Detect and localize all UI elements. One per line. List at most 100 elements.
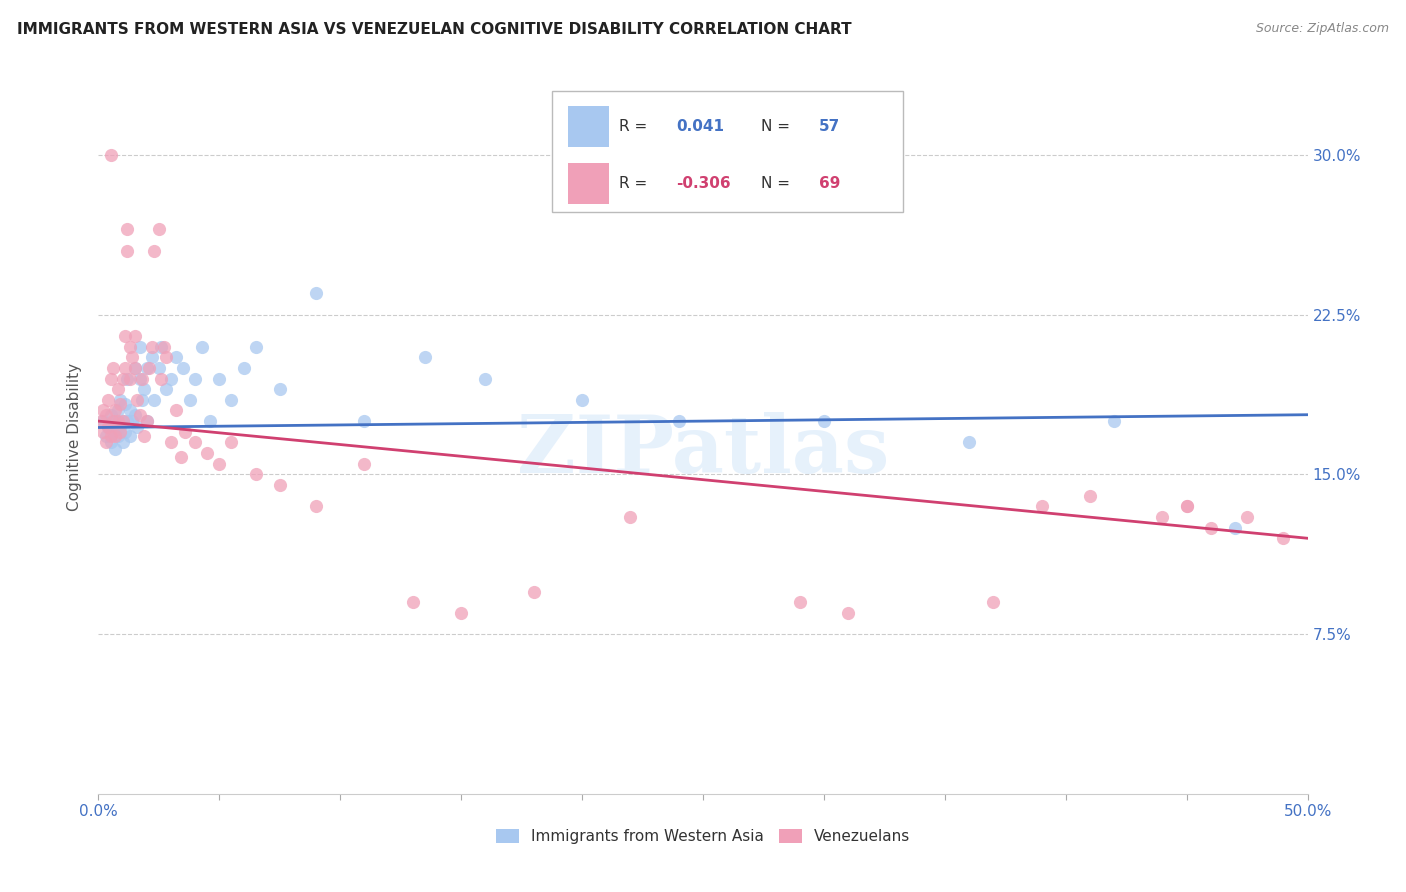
Point xyxy=(94,435,117,450)
Text: R =: R = xyxy=(619,176,647,191)
Text: N =: N = xyxy=(761,176,790,191)
Point xyxy=(124,360,146,375)
Point xyxy=(107,414,129,428)
Text: ZIPatlas: ZIPatlas xyxy=(517,412,889,491)
Legend: Immigrants from Western Asia, Venezuelans: Immigrants from Western Asia, Venezuelan… xyxy=(489,823,917,850)
Point xyxy=(198,414,221,428)
Point xyxy=(91,403,114,417)
Point xyxy=(118,371,141,385)
Point xyxy=(981,595,1004,609)
Point xyxy=(100,408,122,422)
Point xyxy=(813,414,835,428)
Point xyxy=(195,446,218,460)
Point xyxy=(1152,510,1174,524)
Point xyxy=(160,435,183,450)
Point xyxy=(118,429,141,443)
Point xyxy=(135,360,157,375)
Point xyxy=(114,425,136,439)
Point xyxy=(108,397,131,411)
Point xyxy=(474,371,496,385)
Point xyxy=(111,414,134,428)
Point xyxy=(232,360,254,375)
Point xyxy=(124,329,146,343)
FancyBboxPatch shape xyxy=(551,91,903,212)
Point xyxy=(353,414,375,428)
Point xyxy=(90,414,112,428)
Text: -0.306: -0.306 xyxy=(676,176,731,191)
Point xyxy=(94,429,117,443)
Y-axis label: Cognitive Disability: Cognitive Disability xyxy=(67,363,83,511)
Point xyxy=(1236,510,1258,524)
Point xyxy=(128,371,150,385)
Point xyxy=(91,414,114,428)
Point xyxy=(141,340,163,354)
Point xyxy=(118,340,141,354)
Point xyxy=(245,340,267,354)
Point xyxy=(101,425,124,439)
Point xyxy=(208,371,231,385)
Point xyxy=(114,329,136,343)
Bar xyxy=(568,106,609,147)
Point xyxy=(1031,500,1053,514)
Point xyxy=(117,222,139,236)
Point xyxy=(135,414,157,428)
Point xyxy=(117,244,139,258)
Point xyxy=(155,382,177,396)
Bar xyxy=(568,163,609,204)
Point xyxy=(668,414,690,428)
Point xyxy=(148,360,170,375)
Point xyxy=(155,350,177,364)
Point xyxy=(1078,489,1101,503)
Point xyxy=(124,408,146,422)
Text: N =: N = xyxy=(761,119,790,134)
Point xyxy=(131,392,153,407)
Point xyxy=(184,435,207,450)
Point xyxy=(957,435,980,450)
Point xyxy=(108,425,131,439)
Point xyxy=(150,371,173,385)
Point xyxy=(152,340,174,354)
Point xyxy=(134,429,156,443)
Point xyxy=(141,350,163,364)
Point xyxy=(1175,500,1198,514)
Point xyxy=(269,478,291,492)
Point xyxy=(523,584,546,599)
Point xyxy=(305,500,328,514)
Point xyxy=(117,371,139,385)
Point xyxy=(179,392,201,407)
Point xyxy=(107,382,129,396)
Point xyxy=(107,429,129,443)
Point xyxy=(97,420,120,434)
Point xyxy=(450,606,472,620)
Point xyxy=(111,435,134,450)
Point xyxy=(1272,531,1295,545)
Point xyxy=(353,457,375,471)
Point xyxy=(100,429,122,443)
Point xyxy=(114,360,136,375)
Point xyxy=(127,420,149,434)
Point xyxy=(208,457,231,471)
Point xyxy=(111,414,134,428)
Point xyxy=(124,360,146,375)
Text: 57: 57 xyxy=(818,119,839,134)
Text: IMMIGRANTS FROM WESTERN ASIA VS VENEZUELAN COGNITIVE DISABILITY CORRELATION CHAR: IMMIGRANTS FROM WESTERN ASIA VS VENEZUEL… xyxy=(17,22,852,37)
Point xyxy=(191,340,214,354)
Point xyxy=(108,392,131,407)
Text: R =: R = xyxy=(619,119,647,134)
Point xyxy=(160,371,183,385)
Point xyxy=(100,371,122,385)
Point xyxy=(135,414,157,428)
Point xyxy=(101,360,124,375)
Point xyxy=(117,414,139,428)
Point xyxy=(138,360,160,375)
Text: 69: 69 xyxy=(818,176,839,191)
Point xyxy=(107,403,129,417)
Point xyxy=(148,222,170,236)
Point xyxy=(837,606,859,620)
Point xyxy=(172,360,194,375)
Point xyxy=(101,414,124,428)
Point xyxy=(104,429,127,443)
Text: 0.041: 0.041 xyxy=(676,119,724,134)
Point xyxy=(571,392,593,407)
Point xyxy=(104,442,127,456)
